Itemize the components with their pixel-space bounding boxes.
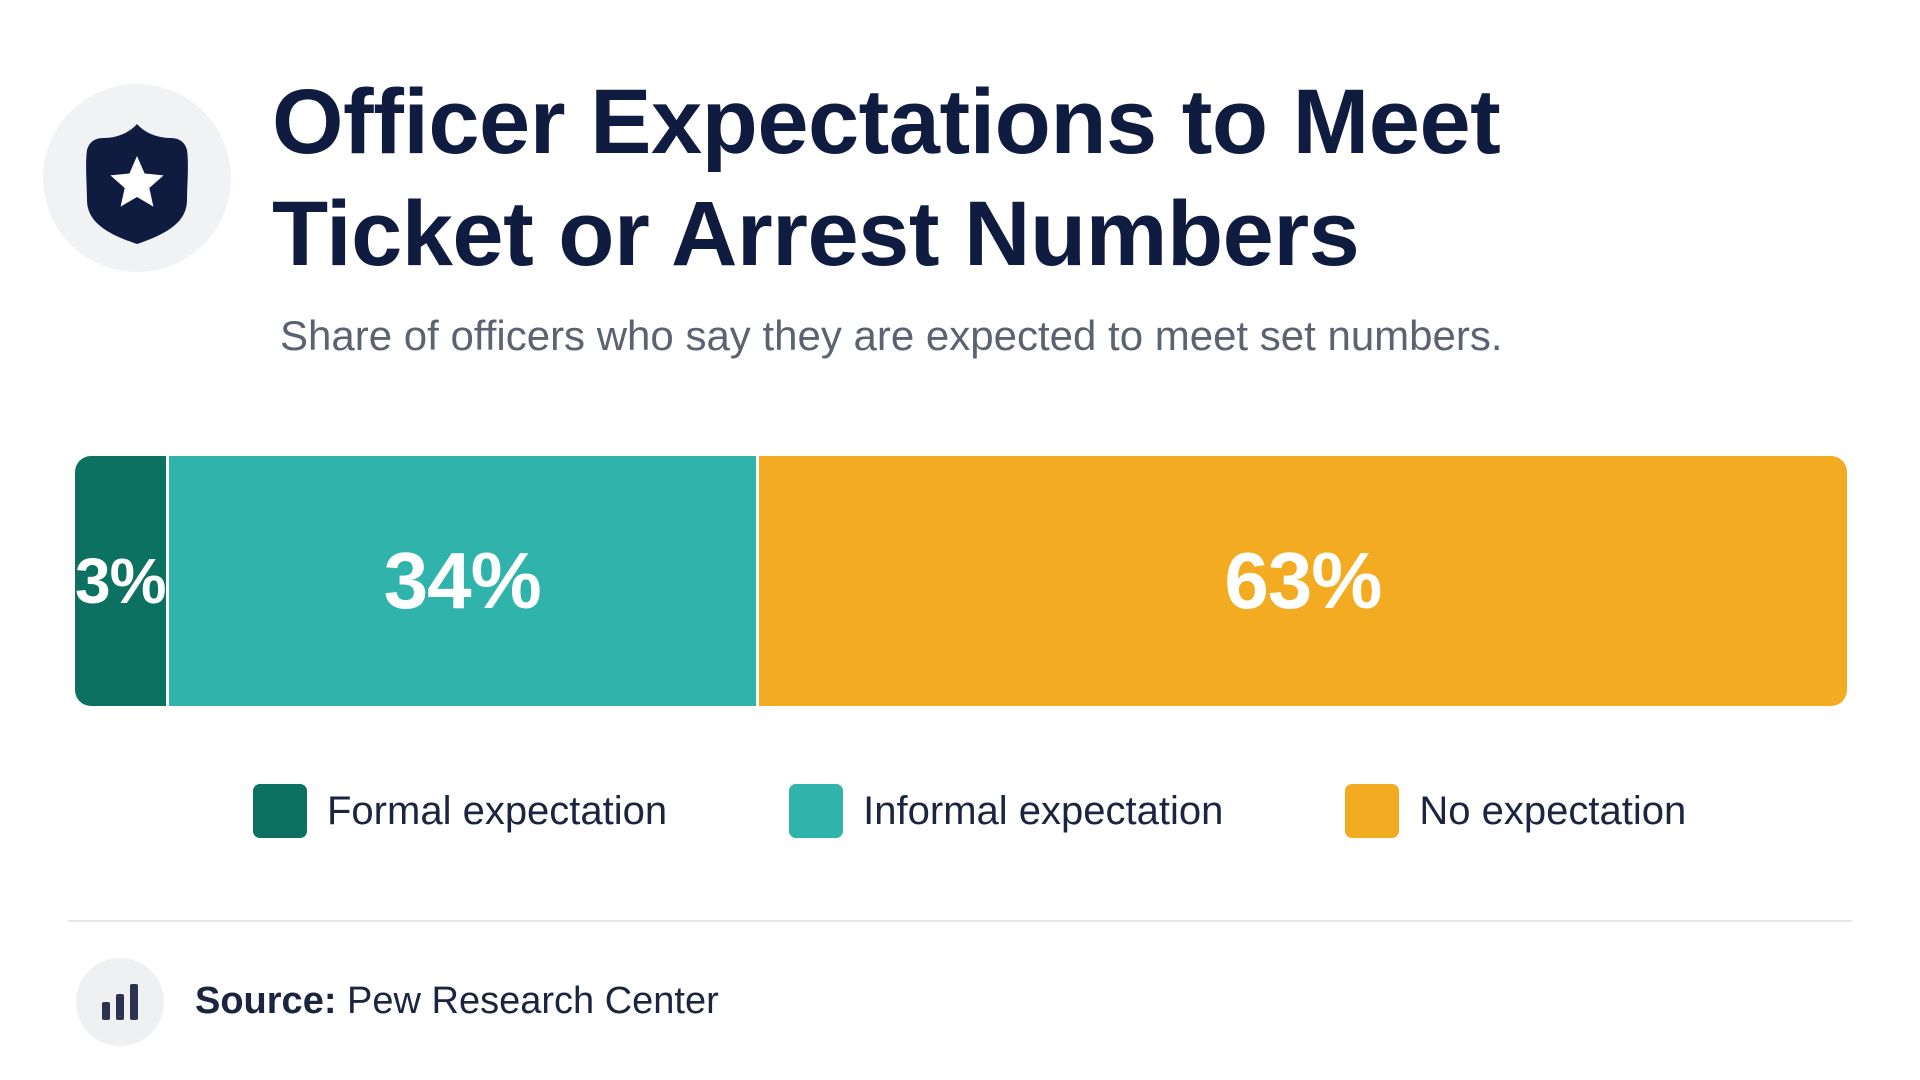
chart-title: Officer Expectations to Meet Ticket or A… (272, 66, 1652, 290)
police-badge-icon (86, 124, 188, 244)
bar-segment-formal-expectation: 3% (75, 456, 166, 706)
legend: Formal expectation Informal expectation No… (253, 784, 1686, 838)
badge-icon-circle (43, 84, 231, 272)
legend-label: Informal expectation (863, 788, 1224, 833)
legend-swatch (789, 784, 844, 838)
bar-chart-icon (102, 984, 138, 1020)
source-note: Source: Pew Research Center (195, 978, 719, 1024)
legend-swatch (1345, 784, 1400, 838)
footer-divider (68, 920, 1852, 922)
data-label: 63% (1224, 536, 1382, 625)
chart-subtitle: Share of officers who say they are expec… (280, 312, 1503, 359)
source-label: Source: (195, 980, 337, 1022)
legend-swatch (253, 784, 307, 838)
star-icon (110, 156, 164, 207)
legend-item: Formal expectation (253, 784, 667, 838)
source-icon-circle (76, 958, 164, 1046)
legend-label: No expectation (1419, 788, 1687, 833)
stacked-bar: 3% 34% 63% (75, 456, 1847, 706)
source-text: Pew Research Center (347, 980, 719, 1022)
data-label: 34% (383, 536, 542, 625)
legend-item: No expectation (1345, 784, 1686, 838)
legend-label: Formal expectation (327, 788, 668, 833)
chart-title-line-1: Officer Expectations to Meet (272, 71, 1501, 173)
chart-title-line-2: Ticket or Arrest Numbers (272, 183, 1360, 285)
data-label: 3% (75, 545, 166, 617)
bar-segment-no-expectation: 63% (755, 456, 1847, 706)
bar-segment-informal-expectation: 34% (165, 456, 756, 706)
legend-item: Informal expectation (789, 784, 1223, 838)
